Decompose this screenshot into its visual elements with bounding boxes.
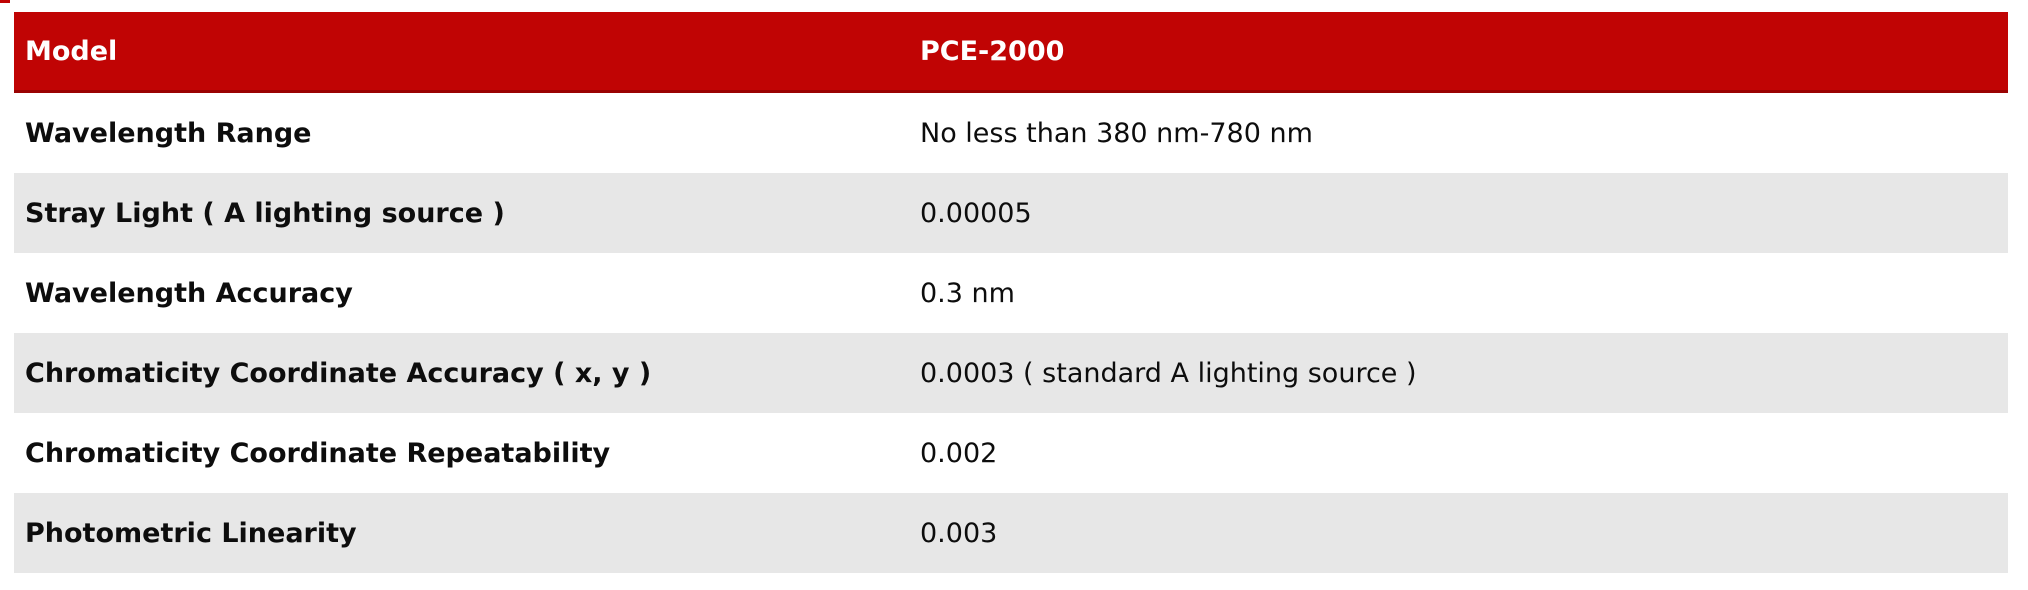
- table-row: Stray Light ( A lighting source ) 0.0000…: [14, 173, 2008, 253]
- table-row: Wavelength Range No less than 380 nm-780…: [14, 93, 2008, 173]
- header-model-value: PCE-2000: [920, 35, 1065, 67]
- spec-label: Wavelength Accuracy: [25, 277, 353, 309]
- spec-label: Wavelength Range: [25, 117, 312, 149]
- spec-value: 0.00005: [920, 197, 1032, 229]
- spec-label: Chromaticity Coordinate Accuracy ( x, y …: [25, 357, 652, 389]
- top-left-red-mark: [0, 0, 10, 3]
- spec-label: Stray Light ( A lighting source ): [25, 197, 505, 229]
- spec-value: No less than 380 nm-780 nm: [920, 117, 1313, 149]
- spec-value: 0.3 nm: [920, 277, 1015, 309]
- spec-table: Model PCE-2000 Wavelength Range No less …: [14, 12, 2008, 573]
- spec-value: 0.002: [920, 437, 998, 469]
- header-model-label: Model: [25, 35, 118, 67]
- table-header-row: Model PCE-2000: [14, 12, 2008, 93]
- table-row: Chromaticity Coordinate Accuracy ( x, y …: [14, 333, 2008, 413]
- spec-value: 0.0003 ( standard A lighting source ): [920, 357, 1417, 389]
- spec-label: Chromaticity Coordinate Repeatability: [25, 437, 611, 469]
- spec-label: Photometric Linearity: [25, 517, 357, 549]
- table-row: Photometric Linearity 0.003: [14, 493, 2008, 573]
- table-row: Chromaticity Coordinate Repeatability 0.…: [14, 413, 2008, 493]
- table-row: Wavelength Accuracy 0.3 nm: [14, 253, 2008, 333]
- spec-value: 0.003: [920, 517, 998, 549]
